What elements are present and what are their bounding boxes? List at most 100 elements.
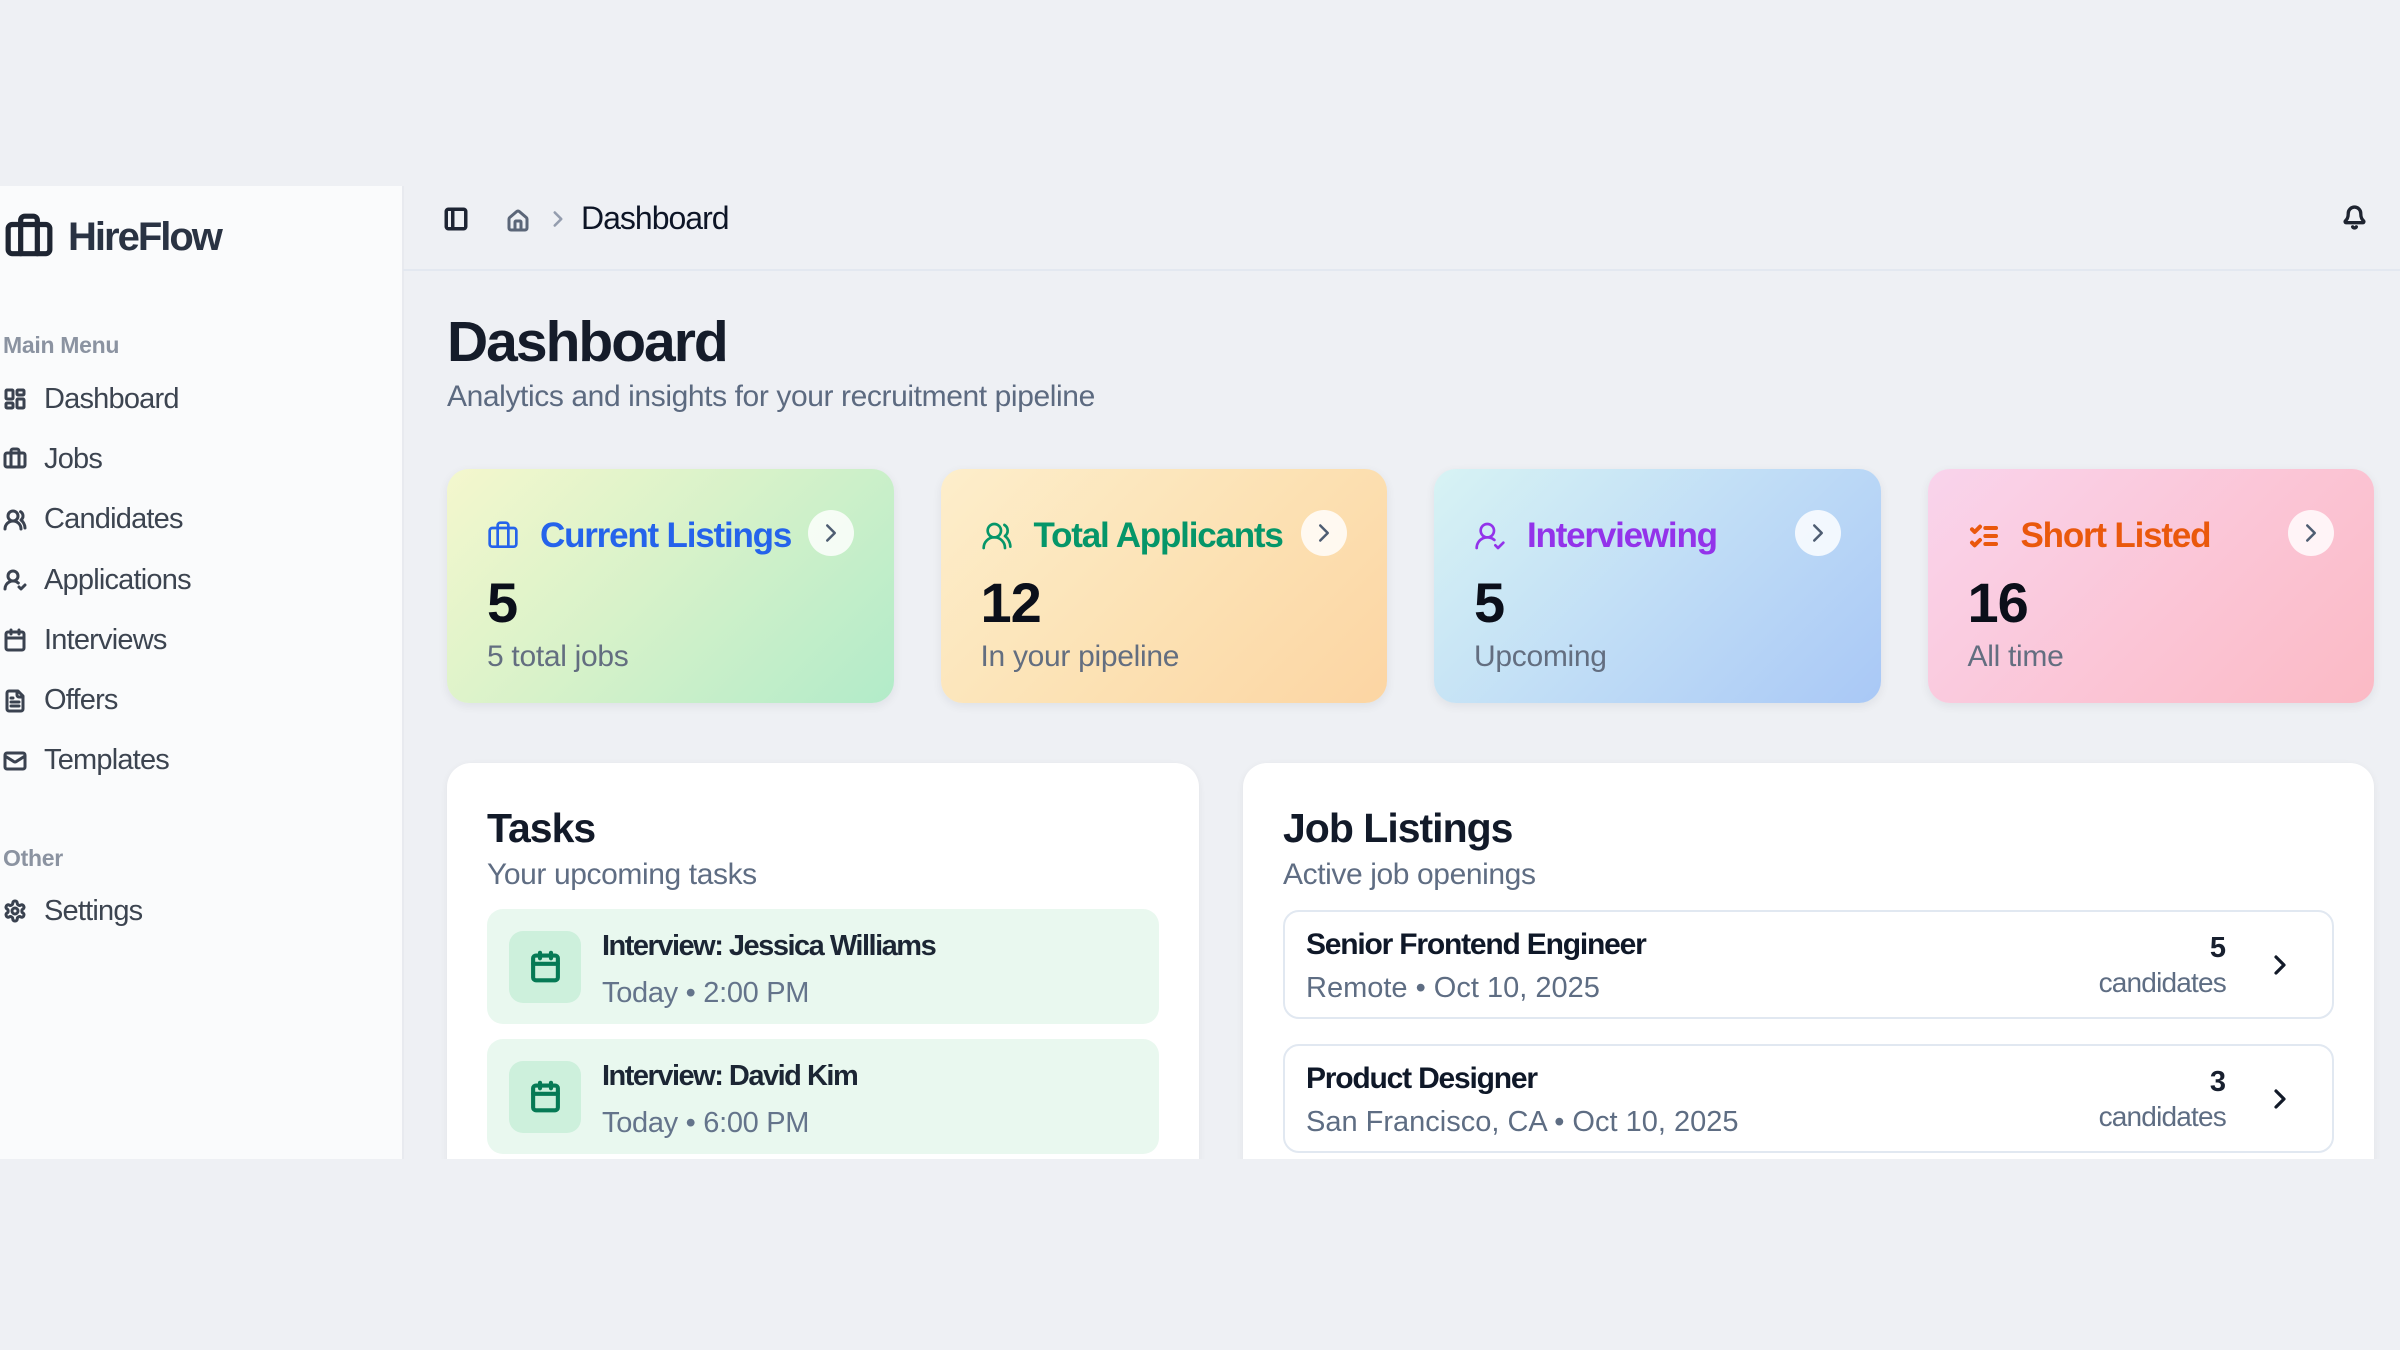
task-list: Interview: Jessica Williams Today • 2:00… (487, 909, 1159, 1154)
sidebar-item-label: Interviews (44, 623, 167, 656)
sidebar-item-label: Dashboard (44, 382, 179, 415)
job-candidates-count: 3 (2209, 1065, 2226, 1098)
stat-card-header: Current Listings (487, 513, 854, 559)
panel-left-icon (444, 207, 468, 231)
main-area: Dashboard Dashboard Analytics and insigh… (403, 186, 2400, 1159)
page-subtitle: Analytics and insights for your recruitm… (447, 380, 1095, 413)
tasks-subtitle: Your upcoming tasks (487, 858, 757, 891)
stat-card-caption: All time (1967, 640, 2064, 673)
task-item[interactable]: Interview: David Kim Today • 6:00 PM (487, 1039, 1159, 1154)
job-list: Senior Frontend Engineer Remote • Oct 10… (1283, 910, 2334, 1153)
sidebar-section-label-main-menu: Main Menu (3, 332, 120, 358)
stat-card-arrow-button[interactable] (1301, 510, 1347, 556)
sidebar-item-candidates[interactable]: Candidates (0, 490, 402, 550)
stat-card-caption: In your pipeline (980, 640, 1180, 673)
stat-card-caption: 5 total jobs (487, 640, 629, 673)
page-content: Dashboard Analytics and insights for you… (447, 271, 2374, 1159)
job-meta: San Francisco, CA • Oct 10, 2025 (1306, 1105, 1739, 1138)
job-candidates-label: candidates (2098, 1100, 2227, 1132)
job-meta: Remote • Oct 10, 2025 (1306, 971, 1600, 1004)
job-open-button[interactable] (2264, 949, 2296, 981)
job-title: Senior Frontend Engineer (1306, 927, 1647, 961)
chevron-right-icon (2274, 1088, 2286, 1109)
app-title: HireFlow (68, 214, 223, 259)
calendar-icon (529, 950, 562, 983)
sidebar-item-offers[interactable]: Offers (0, 670, 402, 730)
chevron-right-icon (553, 211, 563, 227)
job-title: Product Designer (1306, 1061, 1538, 1095)
file-text-icon (5, 689, 25, 713)
job-open-button[interactable] (2264, 1083, 2296, 1115)
user-check-icon (1475, 522, 1505, 550)
sidebar-item-label: Templates (44, 744, 170, 777)
settings-icon (4, 899, 26, 923)
job-row[interactable]: Product Designer San Francisco, CA • Oct… (1283, 1044, 2334, 1153)
task-title: Interview: David Kim (602, 1060, 859, 1092)
task-icon-tile (509, 1060, 581, 1133)
stat-card-arrow-button[interactable] (1794, 510, 1841, 556)
calendar-icon (529, 1080, 562, 1113)
task-text: Interview: Jessica Williams Today • 2:00… (602, 922, 937, 1011)
chevron-right-icon (1812, 524, 1823, 542)
notifications-button[interactable] (2342, 205, 2367, 230)
job-candidates: 5 candidates (2098, 931, 2227, 999)
chevron-right-icon (2306, 524, 2316, 542)
list-checks-icon (1969, 524, 1998, 548)
sidebar-item-settings[interactable]: Settings (0, 881, 402, 941)
layout-dashboard-icon (4, 388, 26, 410)
stat-card-value: 5 (1474, 571, 1505, 634)
stat-card-header: Short Listed (1968, 513, 2335, 559)
task-text: Interview: David Kim Today • 6:00 PM (602, 1052, 859, 1141)
breadcrumb-current-page: Dashboard (581, 199, 730, 236)
sidebar-item-applications[interactable]: Applications (0, 550, 402, 610)
stat-card-arrow-button[interactable] (807, 510, 854, 556)
stat-card-current-listings[interactable]: Current Listings 5 5 total jobs (447, 469, 894, 703)
breadcrumb-separator (530, 204, 581, 232)
stat-card-label: Interviewing (1527, 516, 1718, 555)
briefcase-logo-icon (4, 212, 54, 262)
stat-card-header: Interviewing (1474, 513, 1841, 559)
sidebar-section-label-other: Other (3, 845, 63, 871)
sidebar-item-jobs[interactable]: Jobs (0, 429, 402, 489)
stat-card-label: Total Applicants (1033, 516, 1284, 555)
sidebar: HireFlow Main Menu Dashboard Jobs Candid… (0, 186, 404, 1159)
job-candidates: 3 candidates (2098, 1065, 2227, 1133)
task-icon-tile (509, 930, 581, 1003)
stat-card-interviewing[interactable]: Interviewing 5 Upcoming (1434, 469, 1881, 703)
stat-card-total-applicants[interactable]: Total Applicants 12 In your pipeline (940, 469, 1387, 703)
breadcrumb: Dashboard (443, 186, 730, 250)
task-time: Today • 6:00 PM (602, 1107, 810, 1139)
stat-card-value: 12 (980, 571, 1042, 634)
breadcrumb-home-link[interactable] (506, 206, 530, 232)
sidebar-item-label: Jobs (44, 442, 103, 475)
sidebar-toggle-button[interactable] (443, 206, 469, 232)
top-bar: Dashboard (403, 186, 2400, 271)
sidebar-item-interviews[interactable]: Interviews (0, 610, 402, 670)
user-check-icon (3, 569, 27, 591)
sidebar-item-label: Applications (44, 563, 192, 596)
stat-card-value: 16 (1967, 571, 2029, 634)
stat-card-short-listed[interactable]: Short Listed 16 All time (1927, 469, 2374, 703)
briefcase-icon (488, 521, 518, 549)
sidebar-item-label: Offers (44, 684, 118, 717)
bell-icon (2343, 205, 2366, 230)
stat-card-arrow-button[interactable] (2288, 510, 2334, 556)
chevron-right-icon (2274, 954, 2286, 975)
sidebar-item-label: Candidates (44, 503, 184, 536)
job-candidates-label: candidates (2098, 966, 2227, 998)
task-title: Interview: Jessica Williams (602, 930, 937, 962)
sidebar-item-label: Settings (44, 894, 143, 927)
users-icon (3, 509, 27, 531)
job-candidates-count: 5 (2209, 931, 2226, 964)
page-title: Dashboard (447, 310, 729, 374)
sidebar-item-dashboard[interactable]: Dashboard (0, 369, 402, 429)
job-row[interactable]: Senior Frontend Engineer Remote • Oct 10… (1283, 910, 2334, 1019)
sidebar-item-templates[interactable]: Templates (0, 731, 402, 791)
chevron-right-icon (1319, 524, 1329, 542)
task-item[interactable]: Interview: Jessica Williams Today • 2:00… (487, 909, 1159, 1024)
bottom-row: Tasks Your upcoming tasks Interview: Jes… (447, 763, 2374, 1159)
chevron-right-icon (825, 524, 836, 542)
job-text: Product Designer San Francisco, CA • Oct… (1306, 1058, 1738, 1140)
stat-card-value: 5 (487, 571, 518, 634)
calendar-icon (4, 628, 26, 652)
